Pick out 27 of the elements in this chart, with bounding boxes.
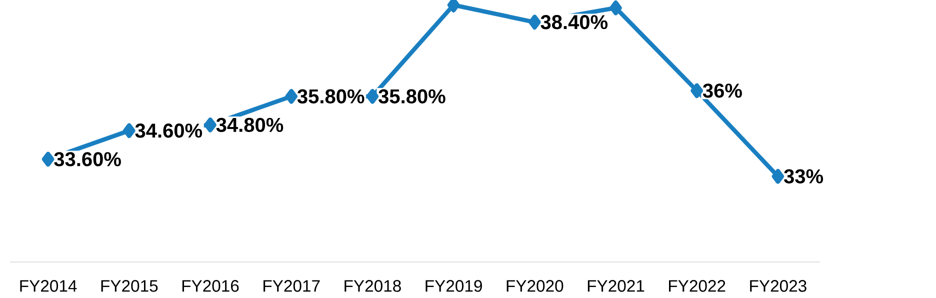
data-label: 33.60%: [54, 152, 121, 166]
point: [528, 14, 541, 30]
point: [285, 88, 298, 104]
data-label: 33%: [784, 169, 824, 184]
point: [204, 117, 216, 132]
point: [772, 168, 784, 184]
point: [610, 0, 622, 16]
x-tick-label: FY2017: [264, 280, 320, 292]
data-label: 34.80%: [216, 118, 284, 132]
point: [123, 123, 136, 138]
x-tick-label: FY2016: [182, 280, 239, 292]
data-label: 35.80%: [378, 89, 446, 104]
point: [690, 83, 703, 98]
x-tick-label: FY2014: [20, 280, 77, 292]
x-tick-label: FY2021: [588, 280, 644, 292]
point: [366, 88, 379, 104]
x-tick-label: FY2019: [426, 280, 482, 292]
x-tick-label: FY2020: [506, 280, 564, 292]
x-tick-label: FY2015: [101, 280, 158, 292]
point: [42, 152, 54, 167]
data-label: 35.80%: [297, 89, 364, 104]
x-tick-label: FY2023: [750, 280, 806, 292]
data-label: 36%: [702, 84, 742, 98]
data-label: 34.60%: [135, 124, 202, 138]
x-tick-label: FY2022: [669, 280, 726, 292]
x-tick-label: FY2018: [344, 280, 401, 292]
data-label: 38.40%: [540, 15, 608, 30]
